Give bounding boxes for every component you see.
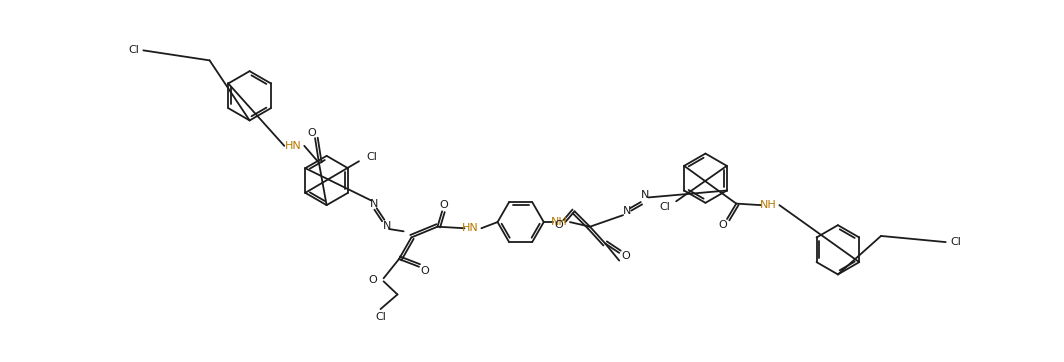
Text: NH: NH [551,217,567,227]
Text: O: O [554,220,564,230]
Text: O: O [718,220,727,230]
Text: N: N [622,206,631,216]
Text: N: N [370,199,379,209]
Text: Cl: Cl [367,152,378,163]
Text: Cl: Cl [660,202,670,212]
Text: N: N [382,221,390,231]
Text: HN: HN [285,141,302,151]
Text: O: O [621,251,630,261]
Text: O: O [439,200,448,210]
Text: O: O [369,275,378,285]
Text: N: N [642,190,650,200]
Text: Cl: Cl [376,312,386,322]
Text: Cl: Cl [950,237,961,247]
Text: O: O [420,266,430,275]
Text: O: O [307,128,316,138]
Text: Cl: Cl [129,45,139,55]
Text: HN: HN [462,223,479,233]
Text: NH: NH [760,200,777,210]
